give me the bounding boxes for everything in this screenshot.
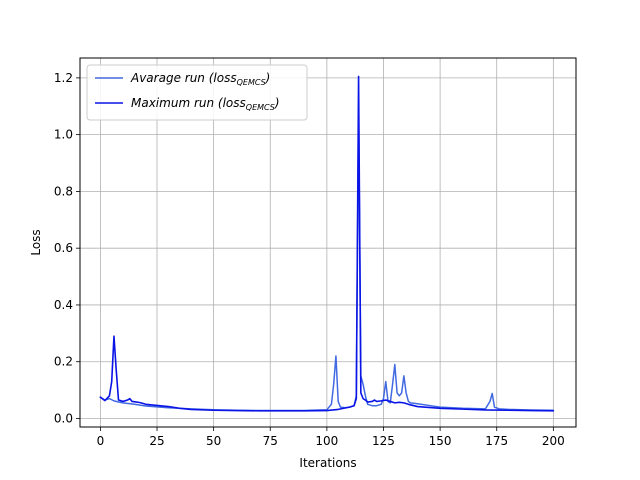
legend-label-maximum: Maximum run (lossQEMCS) — [131, 96, 280, 112]
x-tick-label: 100 — [315, 434, 338, 448]
y-axis: 0.0 0.2 0.4 0.6 0.8 1.0 1.2 — [54, 71, 80, 425]
x-tick-label: 150 — [429, 434, 452, 448]
y-tick-label: 0.8 — [54, 184, 73, 198]
x-tick-label: 125 — [372, 434, 395, 448]
legend-label-average: Avarage run (lossQEMCS) — [130, 71, 270, 87]
x-axis: 0 25 50 75 100 125 150 175 200 — [97, 427, 565, 448]
series-line-maximum-run — [99, 75, 555, 412]
axes-frame — [79, 57, 577, 428]
y-tick-label: 1.0 — [54, 128, 73, 142]
x-tick-label: 50 — [206, 434, 221, 448]
y-tick-label: 0.4 — [54, 298, 73, 312]
y-tick-label: 0.2 — [54, 355, 73, 369]
x-tick-label: 25 — [149, 434, 164, 448]
series-layer — [99, 75, 555, 412]
y-tick-label: 0.6 — [54, 241, 73, 255]
x-axis-label: Iterations — [299, 456, 356, 470]
x-tick-label: 0 — [97, 434, 105, 448]
y-tick-label: 0.0 — [54, 411, 73, 425]
legend: Avarage run (lossQEMCS) Maximum run (los… — [86, 64, 308, 121]
x-tick-label: 75 — [263, 434, 278, 448]
y-tick-label: 1.2 — [54, 71, 73, 85]
legend-box — [86, 64, 308, 121]
x-tick-label: 175 — [485, 434, 508, 448]
x-tick-label: 200 — [542, 434, 565, 448]
y-axis-label: Loss — [29, 229, 43, 255]
